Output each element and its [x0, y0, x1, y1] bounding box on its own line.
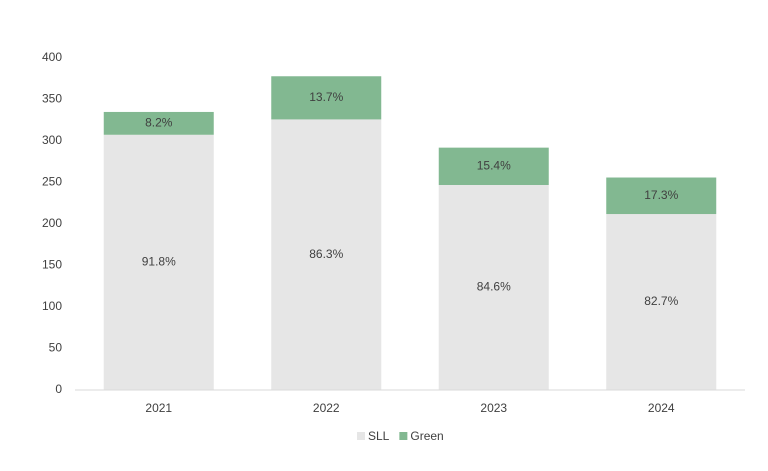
x-tick-label: 2023 [480, 401, 507, 415]
bar-segment [103, 134, 214, 390]
segment-label: 82.7% [644, 294, 678, 308]
y-tick-label: 100 [42, 299, 62, 313]
y-tick-label: 350 [42, 92, 62, 106]
y-tick-label: 300 [42, 133, 62, 147]
bar-segment [438, 147, 549, 185]
bar-segment [606, 177, 717, 215]
segment-label: 84.6% [477, 280, 511, 294]
legend: SLL Green [357, 429, 444, 443]
y-tick-label: 0 [55, 382, 62, 396]
segment-label: 91.8% [142, 255, 176, 269]
segment-label: 8.2% [145, 116, 173, 130]
legend-swatch [357, 432, 365, 440]
legend-label: Green [410, 429, 443, 443]
segment-label: 86.3% [309, 247, 343, 261]
y-tick-label: 250 [42, 175, 62, 189]
x-tick-label: 2024 [648, 401, 675, 415]
y-tick-label: 50 [49, 341, 63, 355]
bar-segment [606, 214, 717, 390]
bar-segment [271, 119, 382, 391]
segment-label: 17.3% [644, 188, 678, 202]
y-tick-label: 400 [42, 50, 62, 64]
y-tick-label: 200 [42, 216, 62, 230]
x-tick-label: 2021 [145, 401, 172, 415]
bar-segment [438, 184, 549, 390]
segment-label: 15.4% [477, 158, 511, 172]
legend-swatch [399, 432, 408, 440]
legend-label: SLL [368, 429, 390, 443]
x-tick-label: 2022 [313, 401, 340, 415]
segment-label: 13.7% [309, 90, 343, 104]
y-tick-label: 150 [42, 258, 62, 272]
bar-segment [271, 76, 382, 120]
bar-segment [103, 111, 214, 135]
